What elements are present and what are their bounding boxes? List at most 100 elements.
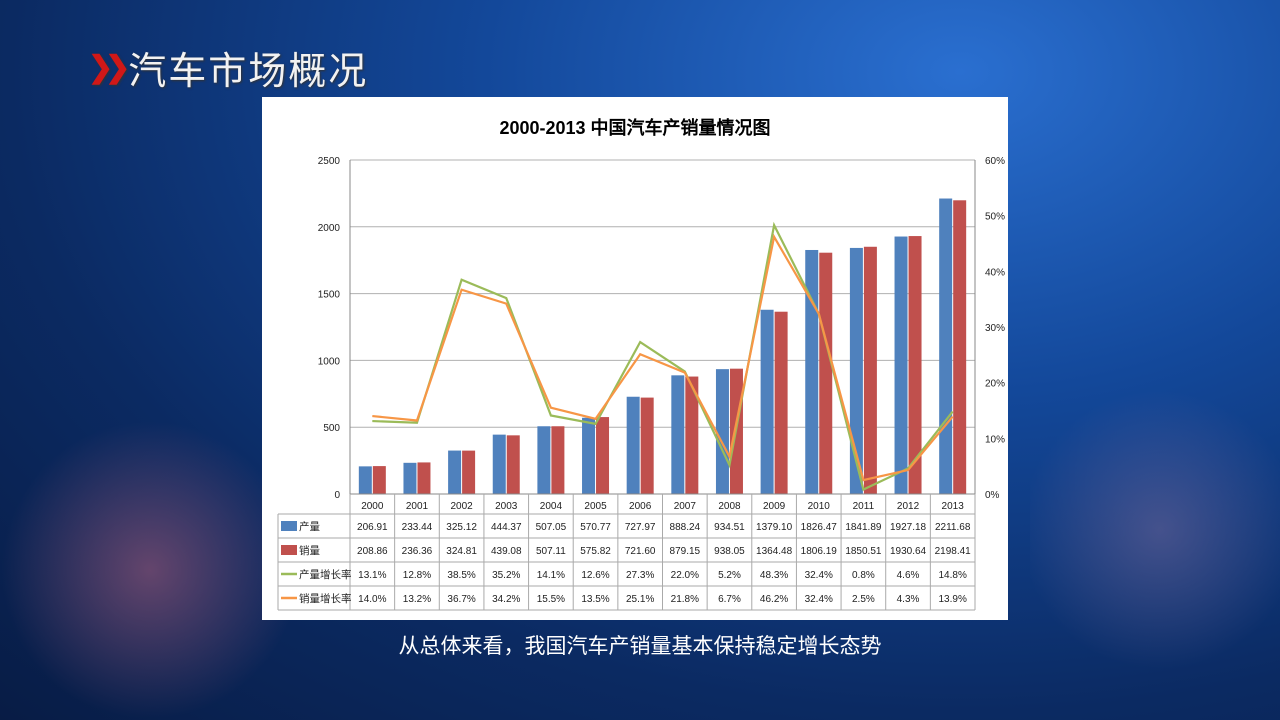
bar-sales: [908, 236, 922, 494]
table-cell: 35.2%: [492, 570, 520, 581]
x-tick-label: 2005: [584, 501, 607, 512]
legend-key-1: [281, 545, 297, 555]
table-cell: 46.2%: [760, 594, 788, 605]
bar-production: [849, 247, 863, 494]
table-cell: 12.6%: [581, 570, 609, 581]
table-cell: 14.8%: [938, 570, 966, 581]
table-cell: 32.4%: [805, 570, 833, 581]
table-cell: 507.11: [536, 546, 566, 557]
x-tick-label: 2004: [540, 501, 563, 512]
table-cell: 13.9%: [938, 594, 966, 605]
table-cell: 1379.10: [756, 522, 793, 533]
y-right-tick-label: 0%: [985, 490, 1000, 501]
bar-sales: [372, 466, 386, 494]
bar-production: [671, 375, 685, 494]
table-cell: 6.7%: [718, 594, 741, 605]
y-right-tick-label: 60%: [985, 156, 1005, 167]
table-cell: 570.77: [580, 522, 611, 533]
table-cell: 236.36: [402, 546, 433, 557]
table-cell: 25.1%: [626, 594, 654, 605]
x-tick-label: 2006: [629, 501, 652, 512]
background-glow: [1030, 380, 1280, 680]
table-cell: 1806.19: [801, 546, 838, 557]
legend-key-0: [281, 521, 297, 531]
line-sales-growth: [372, 233, 954, 482]
table-cell: 13.5%: [581, 594, 609, 605]
table-cell: 36.7%: [447, 594, 475, 605]
bar-sales: [774, 311, 788, 494]
bar-sales: [596, 417, 610, 494]
y-right-tick-label: 20%: [985, 379, 1005, 390]
table-cell: 208.86: [357, 546, 388, 557]
legend-label: 产量: [299, 520, 320, 533]
x-tick-label: 2009: [763, 501, 786, 512]
table-cell: 13.2%: [403, 594, 431, 605]
table-cell: 4.3%: [897, 594, 920, 605]
table-cell: 1826.47: [801, 522, 838, 533]
background-glow: [0, 420, 300, 720]
chart: 2000-2013 中国汽车产销量情况图 0 500 1000 1500 2000 2500…: [277, 117, 1005, 611]
bar-sales: [863, 246, 877, 494]
x-tick-label: 2003: [495, 501, 518, 512]
double-chevron-right-icon: ❯❯: [88, 50, 130, 85]
table-cell: 1850.51: [845, 546, 882, 557]
table-cell: 325.12: [446, 522, 477, 533]
y-right-tick-label: 40%: [985, 267, 1005, 278]
bar-sales: [640, 397, 654, 494]
table-cell: 439.08: [491, 546, 522, 557]
y-right-tick-label: 10%: [985, 434, 1005, 445]
bar-production: [448, 450, 462, 494]
y-right-tick-label: 50%: [985, 212, 1005, 223]
table-cell: 15.5%: [537, 594, 565, 605]
table-cell: 1364.48: [756, 546, 793, 557]
x-tick-label: 2012: [897, 501, 920, 512]
y-left-tick-label: 2000: [318, 223, 341, 234]
bar-production: [403, 462, 417, 494]
x-tick-label: 2008: [718, 501, 741, 512]
legend-label: 销量增长率: [299, 592, 352, 605]
chart-panel: 2000-2013 中国汽车产销量情况图 0 500 1000 1500 2000 2500…: [262, 97, 1008, 620]
y-left-tick-label: 1500: [318, 290, 341, 301]
table-cell: 22.0%: [671, 570, 699, 581]
slide-title-text: 汽车市场概况: [128, 49, 369, 93]
table-cell: 324.81: [446, 546, 477, 557]
table-cell: 2198.41: [935, 546, 972, 557]
table-cell: 938.05: [714, 546, 745, 557]
legend-label: 销量: [299, 544, 320, 557]
y-right-tick-label: 30%: [985, 323, 1005, 334]
y-left-tick-label: 500: [323, 423, 340, 434]
table-cell: 38.5%: [447, 570, 475, 581]
table-cell: 27.3%: [626, 570, 654, 581]
table-cell: 444.37: [491, 522, 522, 533]
x-tick-label: 2002: [450, 501, 473, 512]
table-cell: 14.0%: [358, 594, 386, 605]
bar-sales: [506, 435, 520, 494]
table-cell: 233.44: [402, 522, 433, 533]
bar-sales: [953, 200, 967, 494]
bar-production: [492, 434, 506, 494]
slide-caption: 从总体来看，我国汽车产销量基本保持稳定增长态势: [398, 634, 882, 658]
y-left-tick-label: 1000: [318, 356, 341, 367]
x-tick-label: 2001: [406, 501, 429, 512]
bar-production: [358, 466, 372, 494]
table-cell: 32.4%: [805, 594, 833, 605]
bar-production: [894, 236, 908, 494]
x-tick-label: 2010: [808, 501, 831, 512]
y-left-tick-label: 0: [334, 490, 340, 501]
table-cell: 34.2%: [492, 594, 520, 605]
bar-sales: [551, 426, 565, 494]
table-cell: 1841.89: [845, 522, 882, 533]
table-cell: 879.15: [670, 546, 701, 557]
table-cell: 206.91: [357, 522, 388, 533]
slide-title: ❯❯ 汽车市场概况: [88, 40, 368, 95]
chart-title: 2000-2013 中国汽车产销量情况图: [499, 117, 770, 138]
y-left-tick-label: 2500: [318, 156, 341, 167]
table-cell: 5.2%: [718, 570, 741, 581]
bar-production: [626, 396, 640, 494]
table-cell: 12.8%: [403, 570, 431, 581]
table-cell: 934.51: [714, 522, 745, 533]
bar-sales: [685, 376, 699, 494]
bar-production: [715, 369, 729, 494]
table-cell: 1927.18: [890, 522, 927, 533]
x-tick-label: 2007: [674, 501, 697, 512]
